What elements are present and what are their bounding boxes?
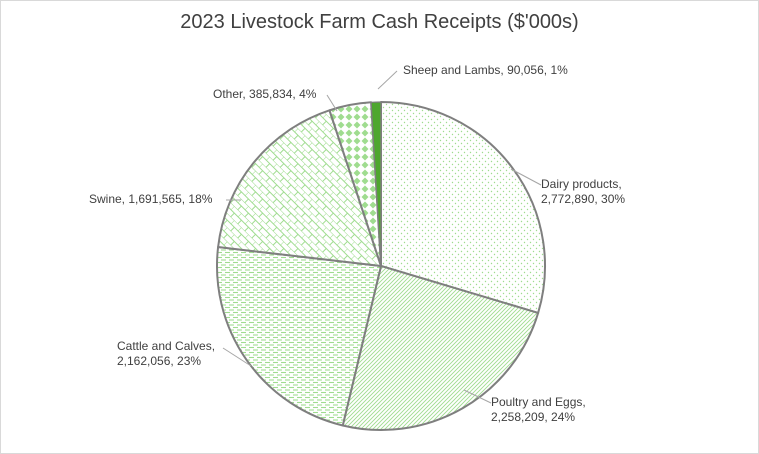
pie-slice-swine — [217, 109, 382, 267]
pie-slice-cattle-and-calves — [216, 246, 382, 427]
pie-slice-dairy-products — [380, 101, 546, 314]
leader-line-sheep-and-lambs — [377, 70, 398, 90]
pie-slice-sheep-and-lambs — [370, 101, 382, 267]
data-label-cattle-and-calves: Cattle and Calves, 2,162,056, 23% — [117, 339, 215, 368]
data-label-sheep-and-lambs: Sheep and Lambs, 90,056, 1% — [403, 63, 568, 77]
leader-line-dairy-products — [510, 168, 542, 186]
leader-lines — [222, 70, 542, 404]
leader-line-cattle-and-calves — [222, 347, 252, 367]
leader-line-other — [326, 94, 338, 112]
pie-slices — [216, 101, 546, 431]
data-label-other: Other, 385,834, 4% — [213, 87, 317, 101]
leader-line-poultry-and-eggs — [463, 389, 492, 404]
data-labels: Dairy products, 2,772,890, 30% Poultry and… — [89, 63, 625, 424]
chart-title: 2023 Livestock Farm Cash Receipts ($'000… — [180, 11, 579, 33]
data-label-swine: Swine, 1,691,565, 18% — [89, 192, 213, 206]
data-label-poultry-and-eggs: Poultry and Eggs, 2,258,209, 24% — [491, 395, 586, 424]
pie-slice-poultry-and-eggs — [341, 265, 540, 431]
data-label-dairy-products: Dairy products, 2,772,890, 30% — [541, 177, 625, 206]
